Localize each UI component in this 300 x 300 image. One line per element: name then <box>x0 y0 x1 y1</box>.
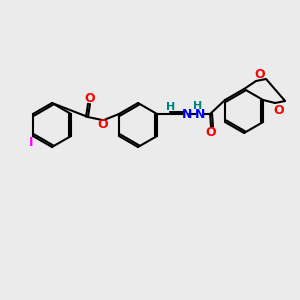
Text: O: O <box>274 103 284 116</box>
Text: H: H <box>167 102 176 112</box>
Text: O: O <box>85 92 95 106</box>
Text: H: H <box>194 101 203 111</box>
Text: N: N <box>182 107 192 121</box>
Text: N: N <box>195 107 205 121</box>
Text: O: O <box>98 118 108 131</box>
Text: O: O <box>255 68 266 80</box>
Text: I: I <box>29 136 33 149</box>
Text: O: O <box>206 127 216 140</box>
